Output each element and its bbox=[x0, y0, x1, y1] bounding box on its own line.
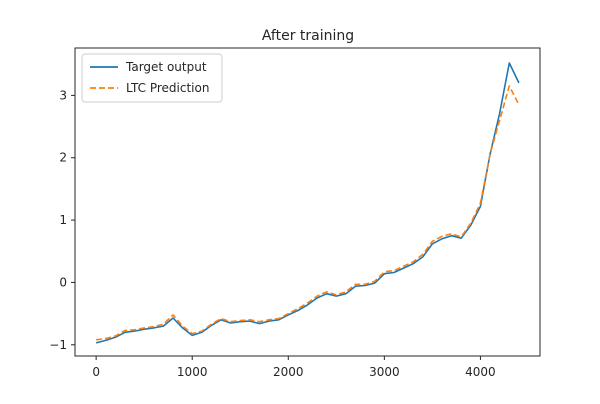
legend: Target output LTC Prediction bbox=[81, 53, 223, 103]
legend-label-1: Target output bbox=[125, 60, 207, 74]
x-tick-label: 4000 bbox=[465, 365, 496, 379]
legend-label-2: LTC Prediction bbox=[126, 81, 209, 95]
x-tick-label: 0 bbox=[92, 365, 100, 379]
x-tick-label: 3000 bbox=[369, 365, 400, 379]
x-tick-label: 1000 bbox=[177, 365, 208, 379]
x-tick-label: 2000 bbox=[273, 365, 304, 379]
series-line-2 bbox=[95, 85, 520, 341]
y-tick-label: 2 bbox=[59, 151, 67, 165]
y-tick-label: 0 bbox=[59, 275, 67, 289]
series-line-1 bbox=[95, 62, 520, 344]
axes-frame bbox=[74, 47, 541, 357]
y-tick-label: −1 bbox=[49, 338, 67, 352]
legend-box bbox=[81, 53, 223, 103]
y-tick-label: 1 bbox=[59, 213, 67, 227]
chart-title: After training bbox=[262, 28, 354, 44]
plot-area bbox=[95, 62, 520, 344]
y-tick-label: 3 bbox=[59, 88, 67, 102]
axes: 0 1000 2000 3000 4000 −1 0 1 2 3 bbox=[49, 47, 541, 379]
